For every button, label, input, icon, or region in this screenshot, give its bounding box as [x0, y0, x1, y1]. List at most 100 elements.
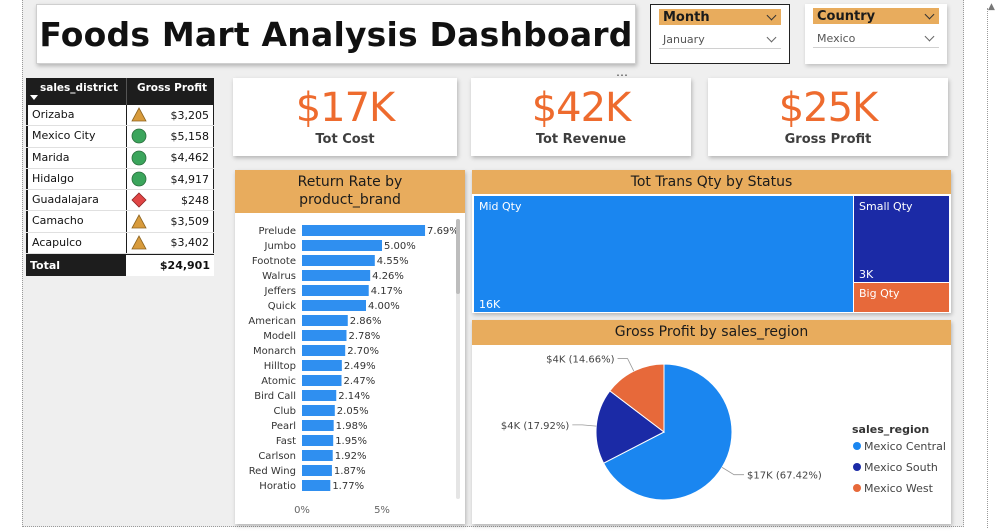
bar-category-label: Red Wing — [249, 466, 296, 477]
table-row[interactable]: Camacho $3,509 — [26, 211, 214, 233]
pie-data-label: $17K (67.42%) — [747, 471, 822, 482]
table-row[interactable]: Orizaba $3,205 — [26, 105, 214, 127]
chevron-down-icon[interactable] — [924, 9, 935, 19]
return-rate-chart-card[interactable]: Return Rate by product_brand Prelude 7.69… — [235, 170, 465, 524]
bar[interactable] — [302, 405, 335, 416]
kpi-value: $42K — [531, 85, 632, 131]
country-slicer-header: Country — [813, 8, 939, 24]
circle-icon — [131, 171, 147, 187]
country-slicer-label: Country — [817, 8, 876, 24]
chevron-down-icon[interactable] — [924, 31, 935, 42]
diamond-icon — [131, 192, 147, 208]
bar[interactable] — [302, 330, 347, 341]
legend-item-label[interactable]: Mexico South — [864, 461, 938, 474]
gross-profit-value: $5,158 — [170, 129, 210, 143]
bar[interactable] — [302, 225, 426, 236]
district-cell: Mexico City — [26, 126, 126, 147]
legend-marker — [853, 463, 861, 471]
table-row[interactable]: Marida $4,462 — [26, 147, 214, 169]
bar[interactable] — [302, 360, 342, 371]
bar[interactable] — [302, 345, 346, 356]
treemap-category-label: Mid Qty — [479, 200, 522, 213]
bar-category-label: Club — [274, 406, 296, 417]
gross-profit-value: $3,402 — [170, 236, 210, 250]
bar[interactable] — [302, 390, 337, 401]
scrollbar-thumb[interactable] — [456, 219, 460, 294]
table-row[interactable]: Acapulco $3,402 — [26, 232, 214, 255]
bar-category-label: Footnote — [252, 256, 296, 267]
bar-data-label: 1.95% — [335, 436, 367, 447]
pie-slice[interactable] — [595, 390, 665, 464]
treemap-tile[interactable] — [854, 196, 949, 282]
country-slicer[interactable]: Country Mexico — [805, 4, 947, 64]
kpi-card-tot-cost[interactable]: $17K Tot Cost — [233, 78, 457, 156]
bar-category-label: Horatio — [259, 481, 296, 492]
treemap-tile[interactable] — [474, 196, 853, 312]
treemap-value-label: 3K — [859, 268, 874, 281]
district-cell: Guadalajara — [26, 190, 126, 211]
chevron-down-icon[interactable] — [766, 10, 777, 20]
table-row[interactable]: Hidalgo $4,917 — [26, 168, 214, 191]
pie-data-label: $4K (17.92%) — [501, 421, 569, 432]
bar-category-label: Atomic — [261, 376, 296, 387]
bar-category-label: American — [248, 316, 296, 327]
triangle-icon — [131, 213, 147, 229]
bar[interactable] — [302, 270, 371, 281]
bar[interactable] — [302, 240, 382, 251]
bar[interactable] — [302, 255, 375, 266]
bar-data-label: 4.17% — [371, 286, 403, 297]
legend-marker — [853, 442, 861, 450]
bar-data-label: 2.49% — [344, 361, 376, 372]
treemap-tile[interactable] — [854, 283, 949, 312]
month-slicer[interactable]: Month January — [650, 4, 790, 64]
circle-icon — [131, 129, 147, 144]
bar[interactable] — [302, 285, 369, 296]
trans-qty-chart-card[interactable]: Tot Trans Qty by Status Mid Qty 16K Small … — [472, 170, 951, 313]
bar[interactable] — [302, 315, 348, 326]
month-slicer-label: Month — [663, 9, 710, 25]
bar[interactable] — [302, 375, 342, 386]
sort-descending-icon[interactable] — [30, 95, 38, 100]
bar-data-label: 1.98% — [336, 421, 368, 432]
total-label: Total — [26, 255, 126, 277]
chevron-down-icon[interactable] — [766, 32, 777, 43]
gross-profit-cell: $4,462 — [126, 147, 214, 168]
gross-profit-region-card[interactable]: Gross Profit by sales_region $17K (67.42… — [472, 320, 951, 524]
bar[interactable] — [302, 465, 332, 476]
treemap-value-label: 16K — [479, 298, 501, 311]
country-dropdown[interactable]: Mexico — [813, 30, 939, 48]
bar-data-label: 2.14% — [338, 391, 370, 402]
bar[interactable] — [302, 420, 334, 431]
bar-data-label: 2.47% — [344, 376, 376, 387]
kpi-card-gross-profit[interactable]: $25K Gross Profit — [708, 78, 948, 156]
collapse-arrow-icon[interactable]: ▲ — [988, 2, 995, 12]
legend-marker — [853, 484, 861, 492]
bar-data-label: 1.92% — [335, 451, 367, 462]
month-dropdown[interactable]: January — [659, 31, 781, 49]
bar[interactable] — [302, 450, 333, 461]
pie-data-label: $4K (14.66%) — [546, 355, 614, 366]
gross-profit-cell: $4,917 — [126, 168, 214, 190]
table-total-row: Total $24,901 — [26, 254, 214, 277]
bar[interactable] — [302, 435, 334, 446]
column-header-sales-district[interactable]: sales_district — [26, 78, 126, 105]
table-row[interactable]: Mexico City $5,158 — [26, 126, 214, 148]
gross-profit-value: $248 — [181, 193, 209, 207]
legend-item-label[interactable]: Mexico Central — [864, 440, 946, 453]
district-cell: Acapulco — [26, 232, 126, 254]
bar-category-label: Bird Call — [254, 391, 296, 402]
kpi-card-tot-revenue[interactable]: $42K Tot Revenue — [471, 78, 691, 156]
table-row[interactable]: Guadalajara $248 — [26, 190, 214, 212]
legend-item-label[interactable]: Mexico West — [864, 482, 934, 495]
bar-category-label: Hilltop — [264, 361, 296, 372]
trans-qty-treemap: Mid Qty 16K Small Qty 3K Big Qty — [474, 196, 949, 312]
bar[interactable] — [302, 480, 331, 491]
bar[interactable] — [302, 300, 366, 311]
kpi-label: Tot Revenue — [535, 132, 627, 147]
bar-data-label: 2.86% — [350, 316, 382, 327]
title-card: Foods Mart Analysis Dashboard — [36, 4, 636, 64]
column-header-gross-profit[interactable]: Gross Profit — [126, 78, 214, 105]
bar-data-label: 4.00% — [368, 301, 400, 312]
bar-category-label: Pearl — [271, 421, 296, 432]
